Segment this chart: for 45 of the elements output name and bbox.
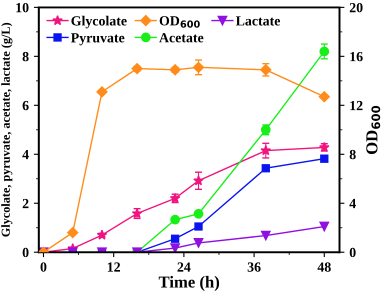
point: [193, 175, 204, 186]
legend-label: Glycolate: [71, 16, 127, 28]
point: [318, 91, 330, 102]
point: [96, 230, 108, 240]
legend-label: OD$_{600}$: [160, 16, 200, 28]
point: [170, 243, 180, 252]
y2-tick-label: 8: [350, 150, 356, 160]
y2-tick-label: 16: [350, 52, 363, 62]
point: [194, 208, 204, 219]
point: [262, 164, 270, 172]
legend-label: Acetate: [159, 33, 204, 42]
y-tick-label: 6: [22, 100, 29, 110]
point: [170, 214, 180, 225]
point: [67, 227, 78, 238]
point: [170, 64, 181, 76]
legend-label: Lactate: [236, 16, 280, 26]
y2-tick-label: 0: [350, 248, 356, 258]
y2-axis-title: OD$_{600}$: [366, 106, 380, 154]
point: [170, 234, 180, 243]
point: [96, 86, 108, 98]
y-tick-label: 10: [16, 2, 29, 12]
legend-label: Pyruvate: [70, 33, 124, 46]
x-tick-label: 48: [318, 262, 331, 272]
x-tick-label: 0: [40, 262, 46, 272]
point: [320, 154, 328, 163]
point: [194, 222, 203, 231]
x-tick-label: 12: [108, 262, 120, 272]
x-tick-label: 36: [248, 262, 261, 272]
y-axis-title: Glycolate, pyruvate, acetate, lactate (g/L): [1, 22, 12, 237]
y2-tick-label: 4: [349, 198, 356, 208]
x-tick-label: 24: [178, 262, 191, 272]
point: [319, 222, 330, 232]
point: [192, 62, 204, 73]
y2-tick-label: 20: [350, 2, 363, 12]
y-tick-label: 8: [22, 52, 29, 62]
point: [260, 230, 271, 240]
point: [260, 145, 272, 156]
point: [131, 62, 143, 74]
x-axis-title: Time (h): [158, 276, 220, 292]
y-tick-label: 2: [22, 198, 28, 208]
point: [319, 46, 330, 56]
point: [194, 238, 204, 248]
y-tick-label: 4: [22, 150, 29, 160]
y2-tick-label: 12: [350, 100, 363, 110]
y-tick-label: 0: [22, 248, 29, 258]
